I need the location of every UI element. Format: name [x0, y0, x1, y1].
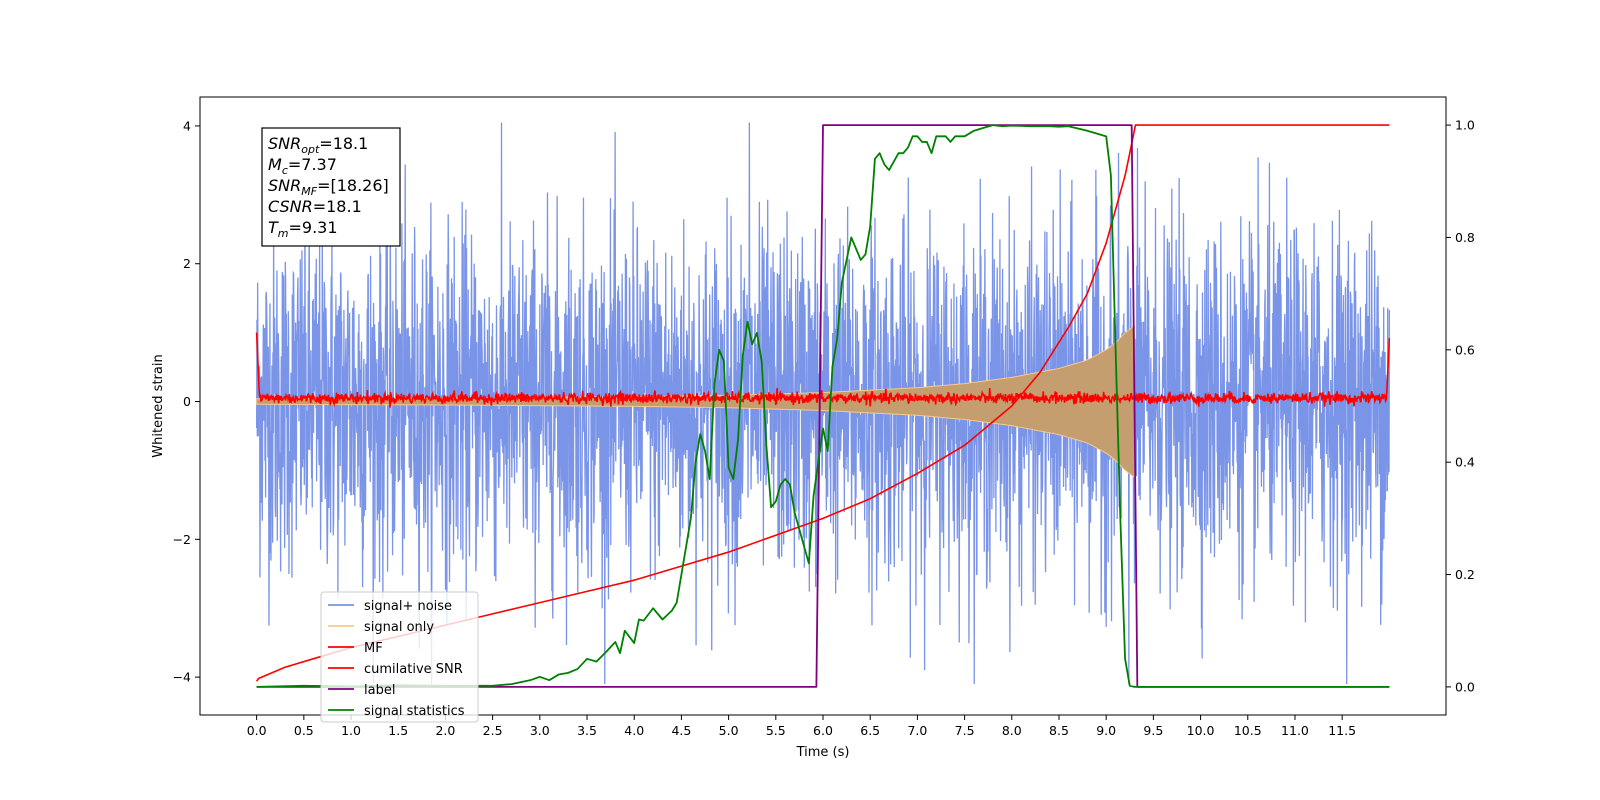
annotation-line: Mc=7.37: [268, 155, 337, 177]
legend-entry-label: signal only: [364, 620, 434, 635]
annotation-line: SNRopt=18.1: [268, 134, 368, 156]
x-tick-label: 6.0: [813, 723, 833, 738]
y2-tick-label: 0.4: [1455, 455, 1475, 470]
series-mf-line: [255, 332, 1391, 408]
x-tick-label: 5.5: [766, 723, 786, 738]
x-tick-label: 8.0: [1002, 723, 1022, 738]
series-signal-noise-line: [255, 122, 1391, 685]
y-tick-label: 2: [183, 256, 191, 271]
x-tick-label: 3.5: [577, 723, 597, 738]
legend-entry-label: label: [364, 683, 395, 698]
y2-tick-label: 0.0: [1455, 679, 1475, 694]
x-tick-label: 4.5: [671, 723, 691, 738]
legend-entry-label: signal statistics: [364, 704, 465, 719]
x-tick-label: 10.0: [1187, 723, 1215, 738]
y-tick-label: −4: [173, 670, 191, 685]
y-tick-label: −2: [173, 532, 191, 547]
series-signal-statistics-line: [256, 124, 1390, 688]
annotation-box: SNRopt=18.1Mc=7.37SNRMF=[18.26]CSNR=18.1…: [261, 127, 401, 247]
x-tick-label: 6.5: [860, 723, 880, 738]
annotation-line: SNRMF=[18.26]: [268, 176, 389, 198]
x-tick-label: 0.0: [247, 723, 267, 738]
x-axis-label: Time (s): [796, 745, 850, 760]
x-tick-label: 1.5: [388, 723, 408, 738]
legend-entry-label: signal+ noise: [364, 599, 452, 614]
y-axis-label: Whitened strain: [151, 354, 166, 457]
x-tick-label: 2.0: [435, 723, 455, 738]
x-tick-label: 4.0: [624, 723, 644, 738]
x-tick-label: 3.0: [530, 723, 550, 738]
x-tick-label: 7.5: [955, 723, 975, 738]
y2-tick-label: 1.0: [1455, 118, 1475, 133]
y2-tick-label: 0.2: [1455, 567, 1475, 582]
x-tick-label: 7.0: [907, 723, 927, 738]
x-tick-label: 9.0: [1096, 723, 1116, 738]
annotation-line: CSNR=18.1: [268, 197, 362, 216]
y-tick-label: 4: [183, 118, 191, 133]
y-axis-left: −4 −2 0 2 4: [173, 118, 200, 685]
x-tick-label: 11.0: [1281, 723, 1309, 738]
annotation-line: Tm=9.31: [268, 218, 338, 240]
legend-entry-label: cumilative SNR: [364, 662, 463, 677]
y-axis-right: 0.0 0.2 0.4 0.6 0.8 1.0: [1446, 118, 1475, 694]
legend: signal+ noise signal only MF cumilative SNR…: [320, 591, 479, 723]
legend-frame: [320, 591, 479, 723]
x-tick-label: 1.0: [341, 723, 361, 738]
y2-tick-label: 0.6: [1455, 342, 1475, 357]
legend-entry-label: MF: [364, 641, 383, 656]
x-axis: 0.0 0.5 1.0 1.5 2.0 2.5 3.0 3.5 4.0 4.5 5.0 5.5 6.0 6…: [247, 715, 1356, 738]
x-tick-label: 9.5: [1143, 723, 1163, 738]
x-tick-label: 2.5: [483, 723, 503, 738]
x-tick-label: 0.5: [294, 723, 314, 738]
x-tick-label: 11.5: [1328, 723, 1356, 738]
y-tick-label: 0: [183, 394, 191, 409]
x-tick-label: 5.0: [719, 723, 739, 738]
x-tick-label: 8.5: [1049, 723, 1069, 738]
annotation-frame: [261, 127, 401, 247]
y2-tick-label: 0.8: [1455, 230, 1475, 245]
x-tick-label: 10.5: [1234, 723, 1262, 738]
